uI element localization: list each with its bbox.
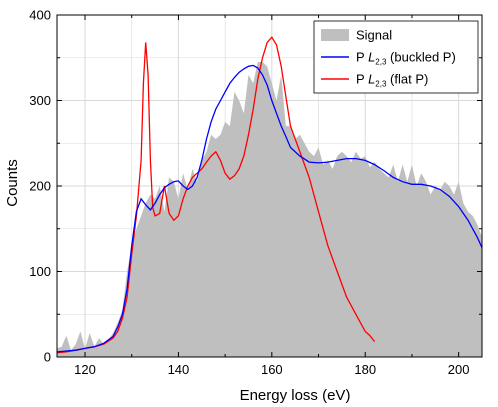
x-tick-label: 140 xyxy=(168,362,190,377)
legend-label-signal: Signal xyxy=(356,28,392,43)
x-tick-label: 200 xyxy=(448,362,470,377)
y-tick-label: 300 xyxy=(29,93,51,108)
buckled-p-line xyxy=(56,64,483,353)
legend-label-buckled: P L2,3 (buckled P) xyxy=(356,50,456,67)
y-tick-label: 400 xyxy=(29,8,51,23)
x-tick-label: 180 xyxy=(354,362,376,377)
signal-area xyxy=(57,62,482,357)
y-axis-label: Counts xyxy=(4,159,21,207)
x-axis-ticks: 120 140 160 180 200 xyxy=(74,15,469,377)
flat-p-line xyxy=(56,36,376,354)
x-axis-label: Energy loss (eV) xyxy=(240,387,351,404)
legend-swatch-signal xyxy=(321,29,349,41)
legend-label-flat: P L2,3 (flat P) xyxy=(356,72,428,89)
x-tick-label: 160 xyxy=(261,362,283,377)
y-tick-label: 100 xyxy=(29,264,51,279)
y-tick-label: 0 xyxy=(44,350,51,365)
y-tick-label: 200 xyxy=(29,179,51,194)
legend: Signal P L2,3 (buckled P) P L2,3 (flat P) xyxy=(313,20,479,94)
x-tick-label: 120 xyxy=(74,362,96,377)
y-axis-ticks: 0 100 200 300 400 xyxy=(29,8,482,365)
